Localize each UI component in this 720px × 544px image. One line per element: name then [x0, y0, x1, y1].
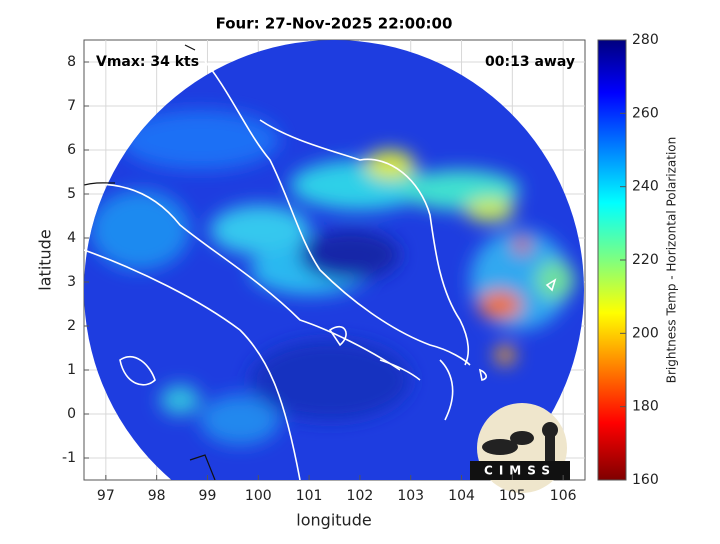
- y-tick-label: -1: [62, 450, 76, 466]
- colorbar-tick-label: 200: [632, 325, 659, 341]
- x-tick-label: 98: [148, 488, 166, 504]
- x-axis-label: longitude: [296, 511, 371, 530]
- brightness-field: [90, 110, 575, 445]
- coastline: [199, 54, 471, 366]
- x-tick-label: 101: [296, 488, 323, 504]
- annotation: Vmax: 34 kts: [96, 54, 199, 70]
- logo-text: CIMSS: [484, 464, 556, 478]
- coastline: [328, 278, 557, 421]
- annotation: 00:13 away: [485, 54, 575, 70]
- colorbar-tick-label: 260: [632, 105, 659, 121]
- chart-title: Four: 27-Nov-2025 22:00:00: [216, 15, 453, 33]
- y-tick-label: 3: [67, 274, 76, 290]
- x-tick-label: 97: [97, 488, 115, 504]
- x-tick-label: 99: [199, 488, 217, 504]
- x-tick-label: 105: [499, 488, 526, 504]
- x-tick-label: 103: [397, 488, 424, 504]
- y-tick-label: 2: [67, 318, 76, 334]
- x-tick-label: 106: [550, 488, 577, 504]
- y-tick-label: 5: [67, 186, 76, 202]
- x-tick-label: 104: [448, 488, 475, 504]
- colorbar-tick-label: 160: [632, 472, 659, 488]
- y-tick-label: 6: [67, 142, 76, 158]
- colorbar-tick-label: 220: [632, 252, 659, 268]
- y-tick-label: 7: [67, 98, 76, 114]
- logo: CIMSS: [470, 403, 570, 493]
- colorbar-tick-label: 240: [632, 179, 659, 195]
- swath: [84, 40, 584, 480]
- y-tick-label: 1: [67, 362, 76, 378]
- x-tick-label: 102: [347, 488, 374, 504]
- colorbar-label: Brightness Temp - Horizontal Polarizatio…: [665, 137, 679, 384]
- x-tick-label: 100: [245, 488, 272, 504]
- coastline: [84, 183, 401, 371]
- y-axis-label: latitude: [36, 229, 55, 290]
- y-tick-label: 4: [67, 230, 76, 246]
- y-tick-label: 8: [67, 54, 76, 70]
- y-tick-label: 0: [67, 406, 76, 422]
- coastline: [119, 356, 156, 386]
- colorbar-tick-label: 180: [632, 399, 659, 415]
- coastline: [259, 119, 470, 366]
- coastline: [84, 249, 301, 480]
- coastline: [84, 44, 216, 480]
- colorbar-tick-label: 280: [632, 32, 659, 48]
